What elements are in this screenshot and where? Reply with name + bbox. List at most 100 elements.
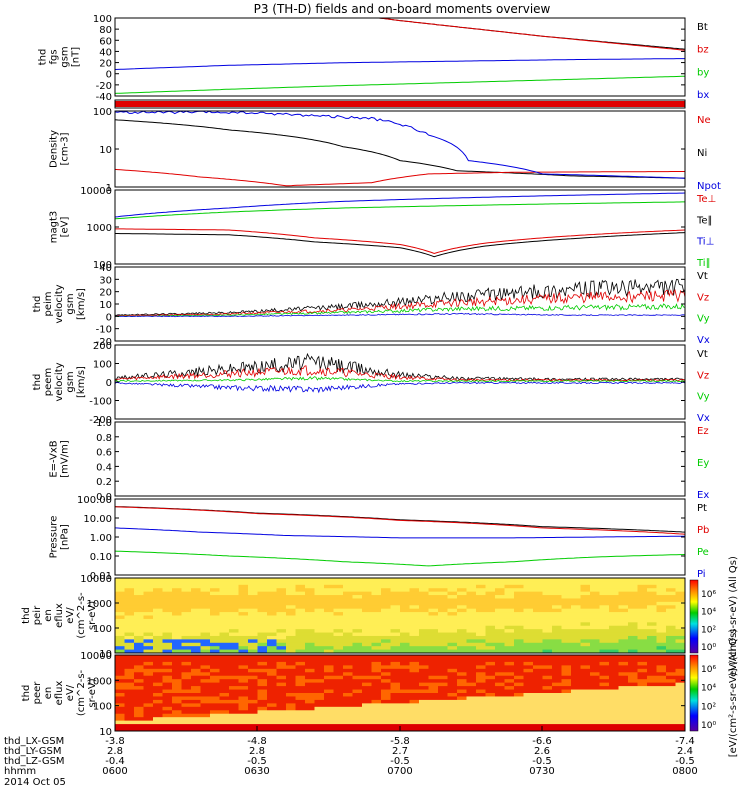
heatmap-cell <box>362 661 373 666</box>
heatmap-cell <box>571 584 582 589</box>
heatmap-cell <box>495 595 506 600</box>
heatmap-cell <box>229 724 240 729</box>
heatmap-cell <box>257 655 268 660</box>
heatmap-cell <box>257 578 268 583</box>
heatmap-cell <box>533 642 544 647</box>
heatmap-cell <box>447 629 458 634</box>
heatmap-cell <box>542 622 553 627</box>
heatmap-cell <box>305 581 316 586</box>
heatmap-cell <box>514 727 525 731</box>
heatmap-cell <box>656 706 667 711</box>
heatmap-cell <box>561 727 572 731</box>
heatmap-cell <box>286 696 297 701</box>
heatmap-cell <box>514 591 525 596</box>
heatmap-cell <box>476 642 487 647</box>
heatmap-cell <box>438 693 449 698</box>
heatmap-cell <box>153 672 164 677</box>
heatmap-cell <box>542 639 553 644</box>
heatmap-cell <box>276 661 287 666</box>
heatmap-cell <box>561 608 572 613</box>
heatmap-cell <box>609 658 620 663</box>
heatmap-cell <box>172 605 183 610</box>
heatmap-cell <box>371 605 382 610</box>
heatmap-cell <box>447 622 458 627</box>
legend-pressure-Pb: Pb <box>697 525 709 536</box>
heatmap-cell <box>381 605 392 610</box>
heatmap-cell <box>447 717 458 722</box>
heatmap-cell <box>324 639 335 644</box>
heatmap-cell <box>162 686 173 691</box>
heatmap-cell <box>381 632 392 637</box>
heatmap-cell <box>590 713 601 718</box>
heatmap-cell <box>457 717 468 722</box>
heatmap-cell <box>485 672 496 677</box>
heatmap-cell <box>314 686 325 691</box>
heatmap-cell <box>115 639 126 644</box>
heatmap-cell <box>305 598 316 603</box>
heatmap-cell <box>580 713 591 718</box>
heatmap-cell <box>618 595 629 600</box>
heatmap-cell <box>200 727 211 731</box>
heatmap-cell <box>438 658 449 663</box>
heatmap-cell <box>533 581 544 586</box>
heatmap-cell <box>609 727 620 731</box>
heatmap-cell <box>428 622 439 627</box>
heatmap-cell <box>552 612 563 617</box>
heatmap-cell <box>656 601 667 606</box>
heatmap-cell <box>286 588 297 593</box>
heatmap-cell <box>153 675 164 680</box>
heatmap-cell <box>580 696 591 701</box>
heatmap-cell <box>552 601 563 606</box>
heatmap-cell <box>409 717 420 722</box>
ytick-label-bgsm: 40 <box>99 47 112 58</box>
heatmap-cell <box>333 672 344 677</box>
heatmap-cell <box>153 703 164 708</box>
heatmap-cell <box>276 658 287 663</box>
heatmap-cell <box>656 612 667 617</box>
heatmap-cell <box>476 581 487 586</box>
heatmap-cell <box>276 699 287 704</box>
heatmap-cell <box>352 605 363 610</box>
heatmap-cell <box>400 665 411 670</box>
heatmap-cell <box>618 601 629 606</box>
heatmap-cell <box>419 679 430 684</box>
heatmap-cell <box>134 635 145 640</box>
series-group-peim <box>115 278 685 318</box>
heatmap-cell <box>153 693 164 698</box>
heatmap-cell <box>561 658 572 663</box>
heatmap-cell <box>124 720 135 725</box>
heatmap-cell <box>305 578 316 583</box>
heatmap-cell <box>675 642 685 647</box>
heatmap-cell <box>476 598 487 603</box>
heatmap-cell <box>153 727 164 731</box>
heatmap-cell <box>542 724 553 729</box>
heatmap-cell <box>457 639 468 644</box>
heatmap-cell <box>305 668 316 673</box>
heatmap-cell <box>495 665 506 670</box>
heatmap-cell <box>238 668 249 673</box>
heatmap-cell <box>400 696 411 701</box>
heatmap-cell <box>324 720 335 725</box>
heatmap-cell <box>343 696 354 701</box>
heatmap-cell <box>571 605 582 610</box>
heatmap-cell <box>314 706 325 711</box>
heatmap-cell <box>248 675 259 680</box>
heatmap-cell <box>134 578 145 583</box>
heatmap-cell <box>134 713 145 718</box>
heatmap-cell <box>371 598 382 603</box>
heatmap-cell <box>514 612 525 617</box>
heatmap-cell <box>371 703 382 708</box>
heatmap-cell <box>276 696 287 701</box>
heatmap-cell <box>333 588 344 593</box>
heatmap-cell <box>466 649 477 653</box>
heatmap-cell <box>191 686 202 691</box>
heatmap-cell <box>409 591 420 596</box>
heatmap-cell <box>580 665 591 670</box>
heatmap-cell <box>343 612 354 617</box>
heatmap-cell <box>428 661 439 666</box>
heatmap-cell <box>561 642 572 647</box>
ylabel-pressure: [nPa] <box>60 524 71 550</box>
heatmap-cell <box>352 696 363 701</box>
heatmap-cell <box>599 717 610 722</box>
heatmap-cell <box>438 591 449 596</box>
